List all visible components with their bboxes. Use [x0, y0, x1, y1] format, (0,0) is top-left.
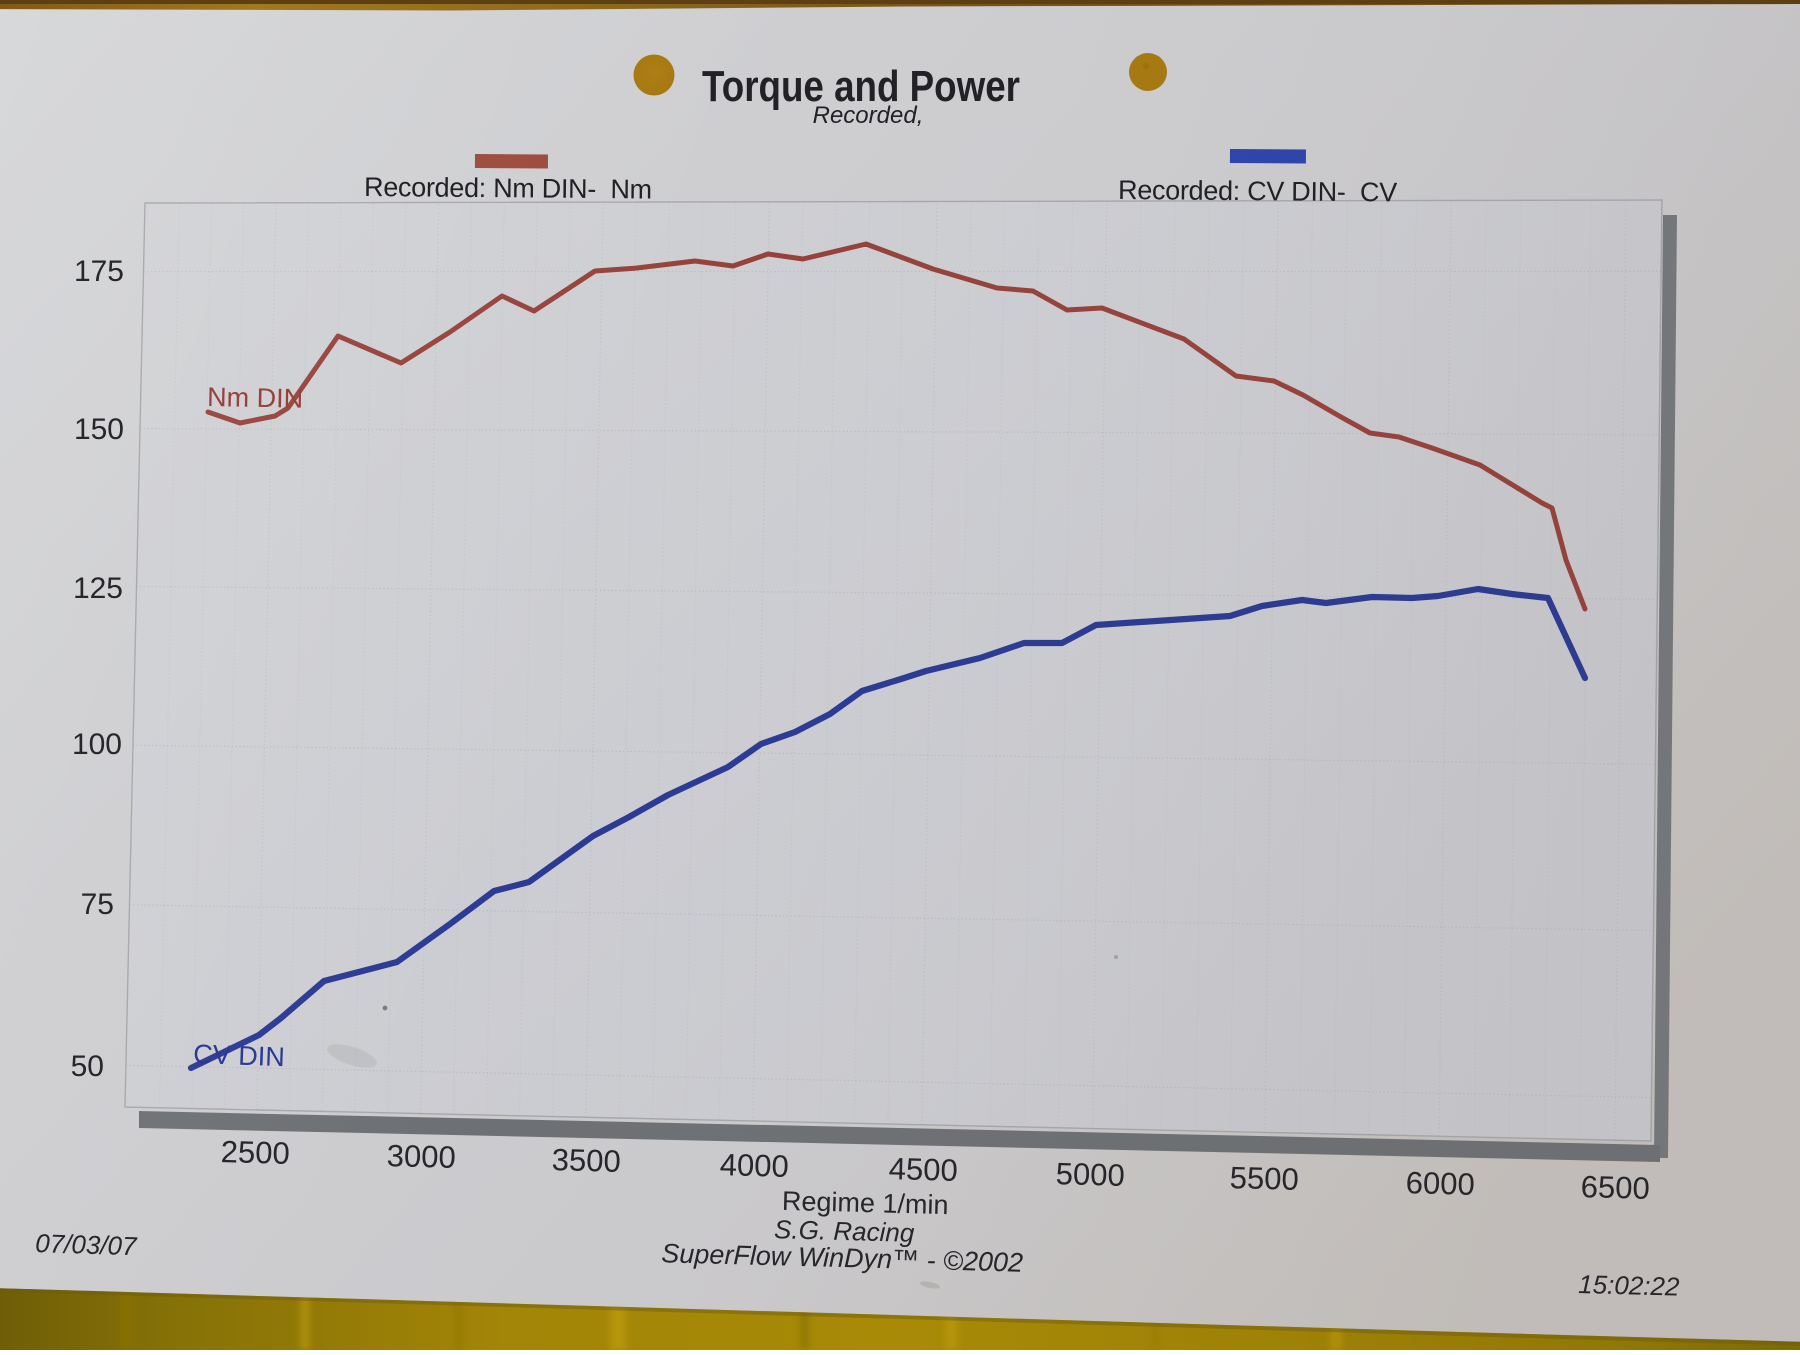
svg-text:15:02:22: 15:02:22 — [1578, 1269, 1680, 1302]
svg-text:50: 50 — [71, 1050, 104, 1083]
svg-text:Recorded: Nm DIN- Nm: Recorded: Nm DIN- Nm — [364, 172, 652, 205]
svg-text:3500: 3500 — [551, 1142, 621, 1179]
svg-text:4500: 4500 — [888, 1151, 958, 1188]
svg-text:4000: 4000 — [719, 1147, 789, 1184]
svg-text:6500: 6500 — [1580, 1169, 1650, 1206]
svg-text:Recorded: CV DIN- CV: Recorded: CV DIN- CV — [1118, 175, 1397, 207]
svg-text:175: 175 — [74, 255, 124, 288]
svg-text:Recorded,: Recorded, — [813, 102, 924, 129]
svg-text:5000: 5000 — [1055, 1156, 1125, 1193]
svg-text:07/03/07: 07/03/07 — [35, 1228, 139, 1261]
svg-text:Nm DIN: Nm DIN — [207, 382, 304, 414]
svg-text:75: 75 — [81, 888, 114, 921]
svg-text:150: 150 — [74, 413, 124, 446]
svg-text:3000: 3000 — [386, 1138, 456, 1175]
svg-text:100: 100 — [72, 728, 122, 761]
svg-text:CV DIN: CV DIN — [193, 1039, 286, 1072]
svg-text:2500: 2500 — [220, 1134, 290, 1171]
svg-text:125: 125 — [73, 572, 123, 605]
svg-text:6000: 6000 — [1405, 1165, 1475, 1202]
svg-text:5500: 5500 — [1229, 1160, 1299, 1197]
